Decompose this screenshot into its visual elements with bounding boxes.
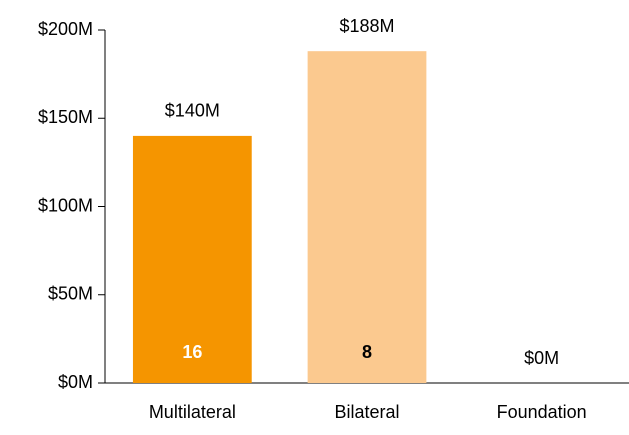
x-tick-label: Bilateral <box>334 402 399 422</box>
y-tick-label: $50M <box>48 284 93 304</box>
value-label: $188M <box>339 16 394 36</box>
count-label: 8 <box>362 342 372 362</box>
x-tick-label: Foundation <box>497 402 587 422</box>
y-tick-label: $100M <box>38 195 93 215</box>
value-label: $0M <box>524 348 559 368</box>
bar <box>132 135 252 383</box>
x-tick-label: Multilateral <box>149 402 236 422</box>
count-label: 16 <box>182 342 202 362</box>
value-label: $140M <box>165 101 220 121</box>
y-tick-label: $0M <box>58 372 93 392</box>
y-tick-label: $200M <box>38 19 93 39</box>
bar <box>307 51 427 384</box>
y-tick-label: $150M <box>38 107 93 127</box>
